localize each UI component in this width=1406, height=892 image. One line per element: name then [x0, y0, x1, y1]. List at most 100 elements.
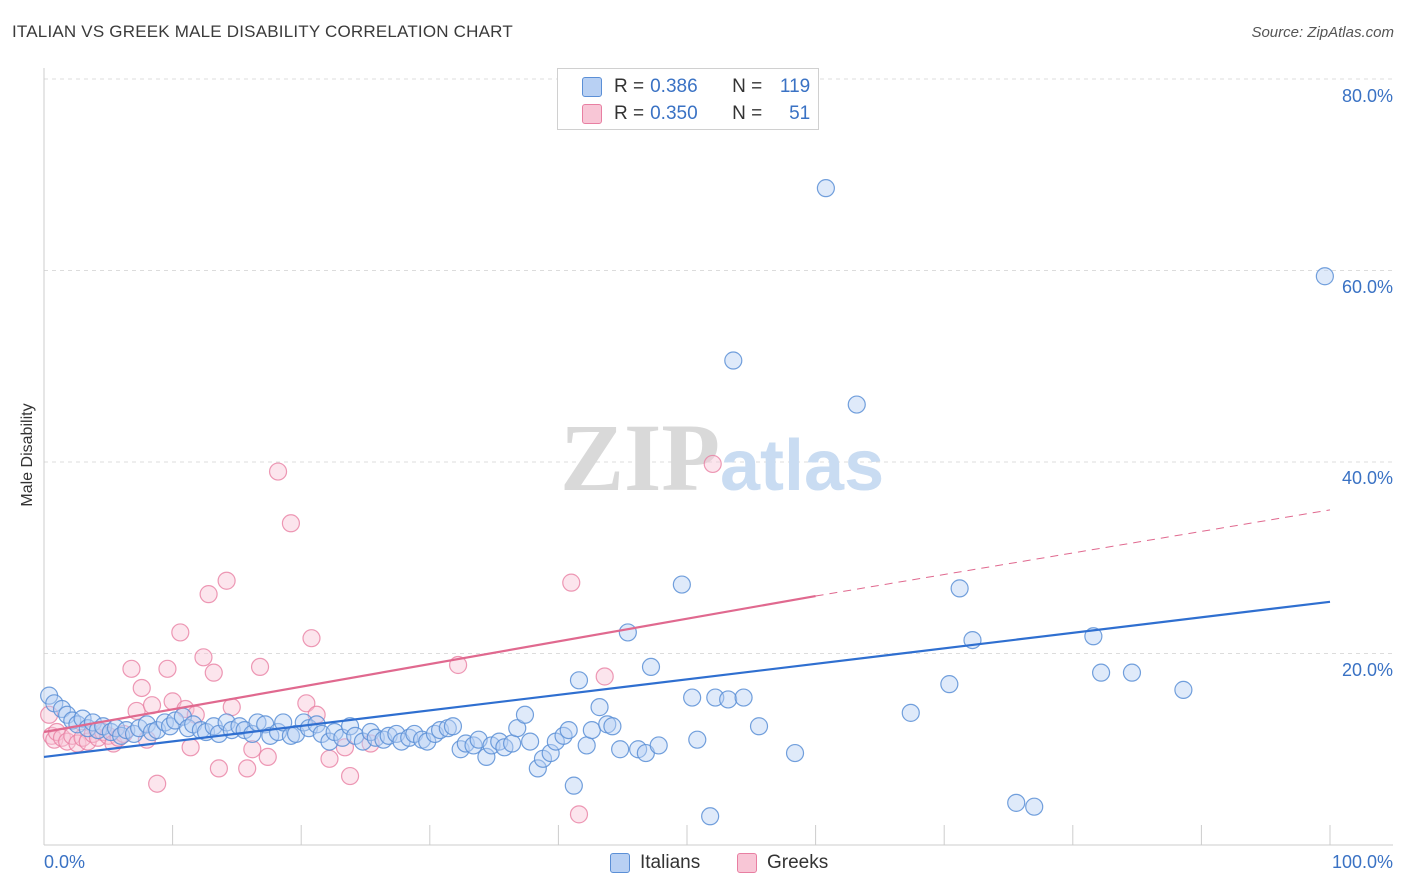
greeks-trend-extension	[815, 509, 1331, 597]
greeks-point	[569, 805, 589, 824]
n-label: N =	[732, 76, 763, 97]
italians-point	[1007, 793, 1026, 812]
italians-point	[503, 734, 522, 753]
greeks-point	[281, 514, 301, 533]
italians-point	[1084, 627, 1103, 646]
greeks-point	[250, 657, 270, 677]
legend-greeks-label: Greeks	[767, 852, 829, 873]
italians-point	[528, 759, 547, 778]
italians-swatch	[610, 853, 630, 873]
r-label: R =	[614, 76, 645, 97]
watermark: ZIP atlas	[560, 404, 884, 511]
italians-point	[243, 724, 262, 744]
r-value: 0.350	[650, 103, 698, 124]
greeks-point	[199, 585, 218, 604]
n-value: 51	[789, 103, 811, 124]
chart-title: ITALIAN VS GREEK MALE DISABILITY CORRELA…	[12, 22, 513, 41]
watermark-atlas: atlas	[720, 426, 884, 506]
italians-point	[611, 740, 630, 759]
y-tick-20: 20.0%	[1341, 660, 1393, 680]
italians-point	[1315, 267, 1334, 286]
x-tick-min: 0.0%	[44, 852, 86, 872]
legend-greeks: Greeks	[737, 852, 828, 874]
n-label: N =	[732, 103, 763, 124]
stats-legend: R = 0.386 N = 119 R = 0.350 N = 51	[557, 68, 819, 130]
italians-point	[785, 743, 805, 763]
italians-point	[641, 657, 661, 677]
italians-point	[672, 575, 691, 594]
y-tick-40: 40.0%	[1341, 468, 1393, 488]
greeks-swatch	[582, 104, 602, 124]
italians-point	[443, 717, 463, 736]
greeks-point	[181, 738, 200, 757]
italians-point	[590, 698, 609, 717]
greeks-point	[595, 667, 614, 686]
italians-trend-line	[43, 600, 1331, 759]
italians-point	[950, 579, 969, 598]
italians-point	[1091, 663, 1111, 682]
greeks-swatch	[737, 853, 757, 873]
x-tick-max: 100.0%	[1331, 852, 1393, 872]
italians-point	[734, 688, 753, 707]
italians-point	[724, 351, 743, 370]
axes	[43, 68, 1393, 846]
greeks-point	[562, 573, 581, 592]
series-legend: Italians Greeks	[0, 852, 1406, 878]
italians-point	[541, 743, 560, 763]
trend-lines	[43, 509, 1331, 759]
italians-point	[603, 717, 622, 736]
greeks-point	[194, 648, 213, 667]
greeks-point	[297, 694, 316, 713]
greeks-trend-line	[43, 594, 816, 734]
italians-point	[649, 736, 668, 755]
italians-point	[688, 730, 707, 749]
greeks-point	[209, 759, 228, 778]
greeks-point	[122, 659, 141, 678]
source-label: Source: ZipAtlas.com	[1251, 24, 1394, 41]
italians-point	[554, 726, 573, 745]
italians-point	[816, 179, 835, 198]
italians-point	[582, 720, 601, 740]
italians-point	[464, 736, 483, 755]
italians-point	[719, 690, 738, 709]
greeks-point	[132, 678, 151, 698]
italians-points	[40, 179, 1334, 826]
legend-row-italians: R = 0.386 N = 119	[582, 75, 810, 99]
greeks-point	[217, 571, 236, 590]
greeks-point	[158, 659, 177, 678]
r-value: 0.386	[650, 76, 698, 97]
legend-italians: Italians	[610, 852, 700, 874]
italians-point	[940, 675, 959, 694]
grid-lines	[44, 78, 1393, 654]
italians-point	[559, 720, 578, 740]
italians-point	[847, 395, 866, 414]
italians-point	[901, 703, 920, 722]
greeks-point	[204, 663, 223, 682]
italians-point	[1025, 797, 1044, 816]
italians-point	[1122, 663, 1142, 682]
italians-swatch	[582, 77, 602, 97]
greeks-point	[243, 740, 262, 759]
italians-point	[124, 724, 144, 744]
italians-point	[577, 736, 596, 755]
r-label: R =	[614, 103, 645, 124]
italians-point	[515, 705, 535, 724]
italians-point	[701, 807, 720, 826]
italians-point	[477, 747, 496, 767]
legend-row-greeks: R = 0.350 N = 51	[582, 102, 810, 126]
italians-point	[508, 719, 527, 738]
greeks-point	[703, 454, 722, 474]
italians-point	[521, 732, 540, 751]
greeks-point	[258, 747, 277, 767]
greeks-point	[171, 623, 190, 642]
greeks-point	[222, 698, 241, 717]
italians-point	[569, 671, 589, 690]
italians-point	[160, 717, 180, 736]
italians-point	[564, 776, 583, 795]
italians-point	[52, 699, 72, 719]
italians-point	[73, 709, 92, 728]
y-tick-60: 60.0%	[1341, 277, 1393, 297]
italians-point	[418, 732, 437, 751]
italians-point	[1174, 680, 1193, 699]
greeks-point	[302, 629, 321, 648]
